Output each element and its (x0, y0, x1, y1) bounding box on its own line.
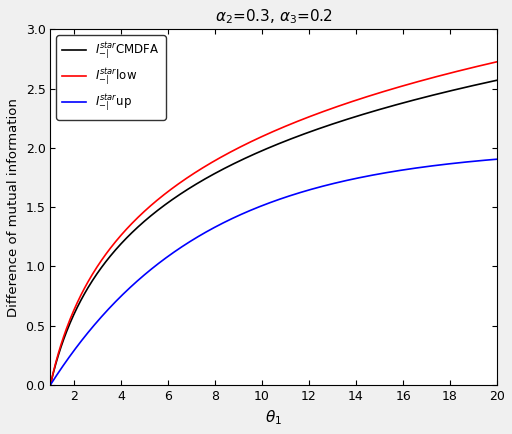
Y-axis label: Difference of mutual information: Difference of mutual information (7, 98, 20, 316)
Legend: $I^{star}_{-|}$CMDFA, $I^{star}_{-|}$low, $I^{star}_{-|}$up: $I^{star}_{-|}$CMDFA, $I^{star}_{-|}$low… (56, 35, 166, 120)
X-axis label: $\theta_1$: $\theta_1$ (265, 408, 282, 427)
Title: $\alpha_2$=0.3, $\alpha_3$=0.2: $\alpha_2$=0.3, $\alpha_3$=0.2 (215, 7, 333, 26)
